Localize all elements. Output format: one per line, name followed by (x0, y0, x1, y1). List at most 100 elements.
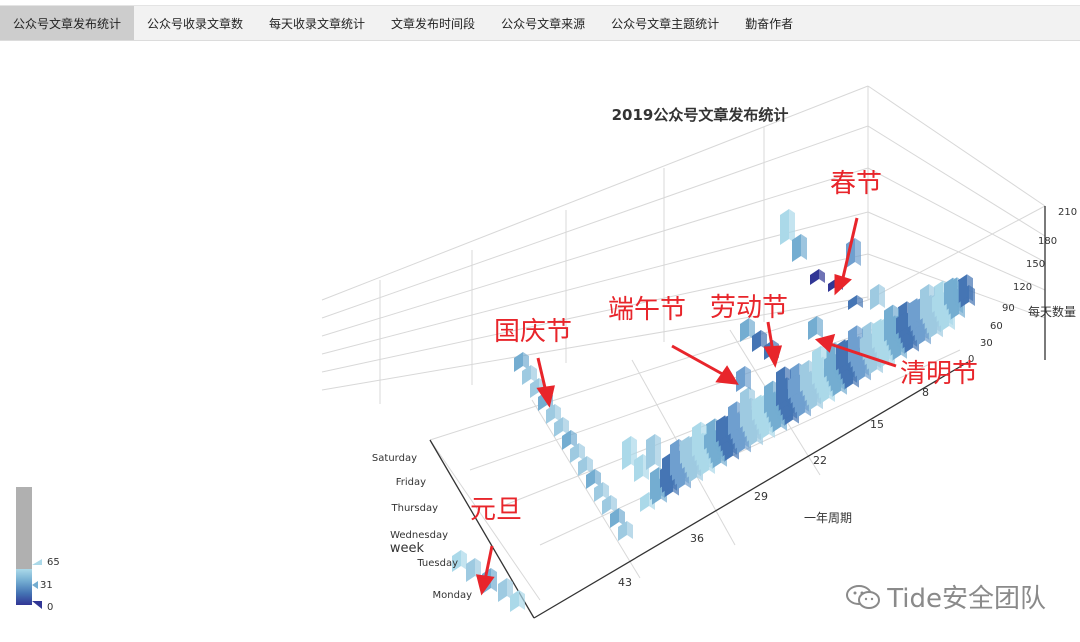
bar3d-side (595, 469, 601, 487)
bar3d (610, 508, 619, 528)
y-tick: Wednesday (390, 530, 448, 541)
x-tick: 36 (690, 532, 704, 545)
bar3d-side (953, 277, 959, 304)
chart-grid (321, 85, 1046, 601)
bar3d (704, 429, 713, 450)
bar3d-side (507, 578, 513, 600)
bar3d-side (879, 284, 885, 308)
tab-article-publish-stats[interactable]: 公众号文章发布统计 (0, 6, 135, 40)
bar3d-side (745, 366, 751, 390)
bar3d-side (587, 456, 593, 474)
bar3d-side (619, 508, 625, 526)
tab-collected-article-count[interactable]: 公众号收录文章数 (147, 16, 244, 31)
bar3d (634, 454, 643, 482)
z-tick: 90 (1002, 303, 1015, 314)
x-axis-label: 一年周期 (804, 511, 852, 525)
bar3d (530, 378, 539, 398)
handle-mid (32, 581, 38, 589)
bar3d (510, 590, 519, 612)
bar3d (452, 550, 461, 572)
y-tick: Friday (396, 477, 426, 488)
x-tick: 8 (922, 386, 929, 399)
bar3d (640, 492, 649, 512)
bar3d (498, 578, 507, 602)
visualmap-gradient[interactable] (16, 569, 32, 605)
bars-layer (452, 209, 975, 612)
annotation-qingming: 清明节 (900, 359, 978, 389)
bar3d (728, 401, 737, 436)
bar3d (792, 234, 801, 262)
bar3d (810, 269, 819, 285)
bar3d (872, 318, 881, 349)
bar3d (788, 374, 797, 400)
bar3d (514, 352, 523, 372)
annotation-spring-festival: 春节 (830, 169, 882, 199)
tab-daily-collected-stats[interactable]: 每天收录文章统计 (269, 16, 366, 31)
arrow-dragon-boat (671, 344, 727, 378)
bar3d (958, 274, 967, 304)
bar3d-side (519, 590, 525, 610)
bar3d-side (491, 568, 497, 592)
bar3d-side (555, 404, 561, 422)
bar3d (812, 345, 821, 385)
tab-article-source[interactable]: 公众号文章来源 (501, 16, 586, 31)
annotation-dragon-boat: 端午节 (608, 295, 686, 325)
y-tick: Tuesday (416, 558, 458, 569)
bar3d (776, 366, 785, 407)
bar3d-side (627, 521, 633, 539)
visualmap-min-label: 0 (47, 602, 54, 613)
bar3d-side (579, 443, 585, 461)
tab-article-topic-stats[interactable]: 公众号文章主题统计 (611, 16, 720, 31)
bar3d (896, 312, 905, 335)
bar3d-side (801, 234, 807, 260)
visualmap-handles[interactable] (32, 555, 44, 613)
bar3d (824, 353, 833, 378)
arrow-spring-festival (840, 217, 859, 283)
bar3d (622, 436, 631, 470)
handle-bottom (32, 601, 42, 609)
bar3d (650, 467, 659, 500)
annotation-labor-day: 劳动节 (710, 293, 788, 323)
bar3d (716, 415, 725, 443)
bar3d (884, 304, 893, 342)
z-tick: 30 (980, 338, 993, 349)
bar3d (466, 558, 475, 582)
arrow-head (814, 333, 836, 353)
arrow-qingming (829, 342, 897, 368)
bar3d-side (855, 238, 861, 266)
bar3d-side (523, 352, 529, 370)
bar3d-side (967, 274, 973, 302)
arrow-national-day (536, 357, 548, 393)
watermark-text: Tide安全团队 (887, 584, 1046, 614)
bar3d (848, 295, 857, 310)
z-tick: 150 (1026, 259, 1045, 270)
visualmap-max-label: 65 (47, 557, 60, 568)
bar3d (752, 330, 761, 352)
bar3d (764, 380, 773, 414)
z-axis-label: 每天数量 (1028, 304, 1076, 319)
bar3d (692, 421, 701, 457)
arrow-head (715, 365, 739, 385)
watermark: Tide安全团队 (845, 578, 1046, 615)
bar3d (808, 316, 817, 340)
bar3d (546, 404, 555, 424)
bar3d (740, 387, 749, 428)
bar3d (780, 209, 789, 245)
bar3d (908, 298, 917, 328)
annotation-new-year: 元旦 (470, 495, 522, 525)
tab-publish-time-period[interactable]: 文章发布时间段 (391, 16, 476, 31)
bar3d-side (749, 318, 755, 340)
bar3d (670, 439, 679, 476)
z-tick: 210 (1058, 207, 1077, 218)
z-tick: 180 (1038, 236, 1057, 247)
bar3d-side (461, 550, 467, 570)
tab-diligent-authors[interactable]: 勤奋作者 (745, 16, 794, 31)
handle-top (32, 559, 42, 565)
bar3d-side (603, 482, 609, 500)
annotation-arrows (476, 217, 897, 596)
bar3d (602, 495, 611, 515)
bar3d (562, 430, 571, 450)
arrow-head (476, 574, 495, 596)
z-tick: 120 (1013, 282, 1032, 293)
